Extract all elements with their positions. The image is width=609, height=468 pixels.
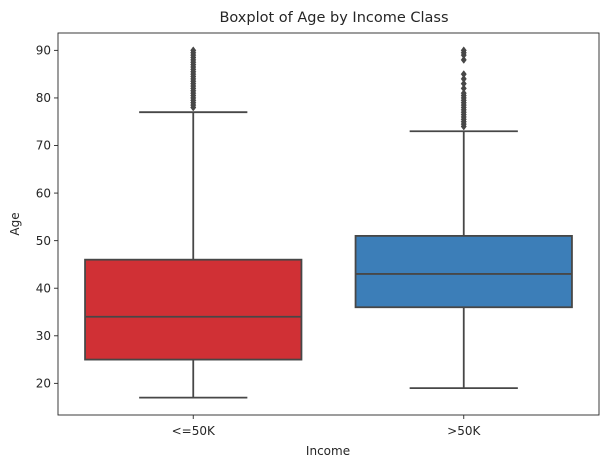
y-tick-label: 50 [36,234,51,248]
outlier-point [460,70,467,79]
x-tick-label: <=50K [172,424,216,438]
outlier-point [460,74,467,83]
x-axis-label: Income [306,444,350,458]
chart-title: Boxplot of Age by Income Class [219,10,448,26]
outlier-point [460,79,467,88]
x-tick-label: >50K [447,424,481,438]
y-tick-label: 70 [36,139,51,153]
y-tick-label: 90 [36,44,51,58]
y-tick-label: 40 [36,281,51,295]
outlier-point [190,46,197,55]
box-group-2 [354,46,573,390]
iqr-box [84,258,303,361]
y-axis-label: Age [8,212,22,235]
outlier-point [460,84,467,93]
y-tick-label: 80 [36,91,51,105]
y-tick-label: 20 [36,377,51,391]
outlier-point [460,89,467,98]
outlier-point [460,55,467,64]
y-tick-label: 30 [36,329,51,343]
plot-frame [57,32,600,416]
box-group-1 [84,46,303,399]
plot-area [84,46,573,399]
y-axis: 20 30 40 50 60 70 80 90 [36,44,58,391]
iqr-box [354,234,573,309]
y-tick-label: 60 [36,186,51,200]
outlier-point [460,46,467,55]
x-axis: <=50K >50K [172,415,481,438]
